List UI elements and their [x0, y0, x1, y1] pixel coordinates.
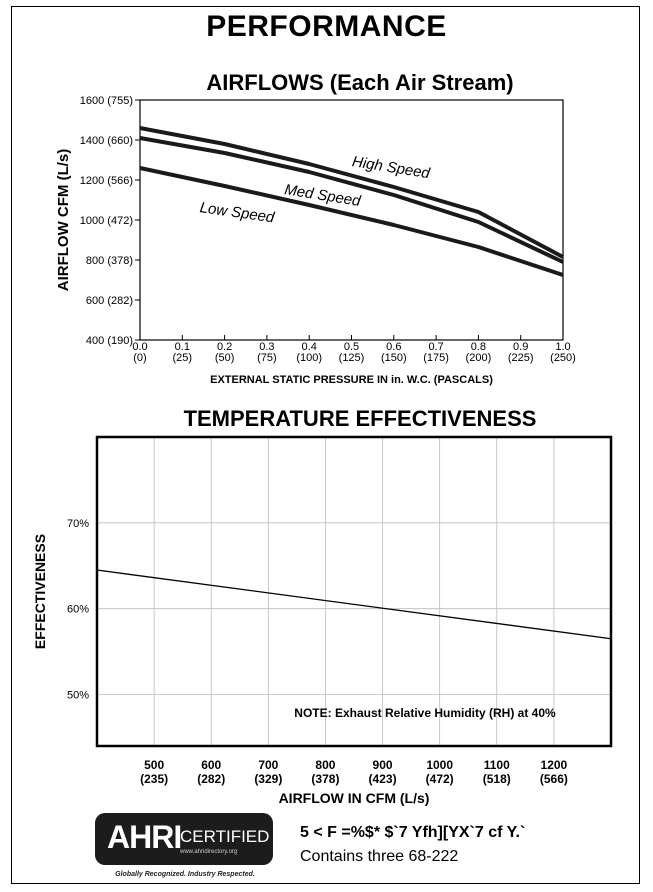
airflow-x-tick-label: 0.9	[513, 341, 528, 353]
effectiveness-note: NOTE: Exhaust Relative Humidity (RH) at …	[294, 706, 556, 720]
airflow-x-tick-sublabel: (75)	[257, 352, 277, 364]
ahri-mark: AHRI	[107, 819, 182, 855]
airflow-x-tick-label: 0.4	[302, 341, 317, 353]
ahri-certified-label: CERTIFIED	[180, 827, 270, 846]
contains-line: Contains three 68-222	[300, 848, 459, 865]
airflow-y-tick-label: 1600 (755)	[80, 95, 133, 107]
airflow-x-tick-label: 0.1	[175, 341, 190, 353]
effectiveness-chart-title: TEMPERATURE EFFECTIVENESS	[183, 406, 537, 431]
airflow-x-tick-sublabel: (175)	[423, 352, 449, 364]
airflow-x-tick-label: 0.3	[259, 341, 274, 353]
effectiveness-plot-area	[95, 435, 613, 748]
airflow-x-tick-label: 0.2	[217, 341, 232, 353]
series-line-med-speed	[139, 136, 564, 264]
airflow-y-tick-label: 600 (282)	[86, 295, 133, 307]
effectiveness-x-tick-label: 1200	[541, 758, 568, 772]
airflow-x-tick-label: 0.0	[132, 341, 147, 353]
series-line-high-speed	[139, 126, 564, 259]
effectiveness-x-tick-sublabel: (423)	[369, 772, 397, 786]
airflow-x-tick-sublabel: (100)	[296, 352, 322, 364]
airflow-x-tick-sublabel: (200)	[466, 352, 492, 364]
airflow-y-tick-label: 800 (378)	[86, 255, 133, 267]
effectiveness-x-tick-sublabel: (518)	[483, 772, 511, 786]
airflow-x-tick-sublabel: (225)	[508, 352, 534, 364]
effectiveness-x-tick-label: 1000	[426, 758, 453, 772]
effectiveness-y-axis-label: EFFECTIVENESS	[32, 534, 48, 649]
page-frame	[11, 6, 640, 884]
airflow-x-tick-sublabel: (150)	[381, 352, 407, 364]
airflow-y-tick-label: 1200 (566)	[80, 175, 133, 187]
airflow-chart: 400 (190) 600 (282) 800 (378) 1000 (472) 120…	[55, 95, 576, 386]
effectiveness-x-tick-sublabel: (235)	[140, 772, 168, 786]
ahri-tagline: Globally Recognized. Industry Respected.	[115, 871, 255, 878]
series-line-low-speed	[139, 166, 564, 277]
effectiveness-x-tick-sublabel: (329)	[254, 772, 282, 786]
airflow-x-axis-label: EXTERNAL STATIC PRESSURE IN in. W.C. (PA…	[210, 374, 493, 386]
airflow-y-tick-label: 1000 (472)	[80, 215, 133, 227]
airflow-x-tick-label: 1.0	[555, 341, 570, 353]
airflow-y-tick-label: 1400 (660)	[80, 135, 133, 147]
effectiveness-x-tick-sublabel: (282)	[197, 772, 225, 786]
ahri-certified-logo: AHRI CERTIFIED www.ahridirectory.org Glo…	[95, 813, 275, 885]
page-title: PERFORMANCE	[206, 10, 447, 43]
effectiveness-x-tick-sublabel: (472)	[426, 772, 454, 786]
effectiveness-x-axis-label: AIRFLOW IN CFM (L/s)	[279, 790, 430, 806]
airflow-chart-title: AIRFLOWS (Each Air Stream)	[206, 70, 514, 95]
airflow-x-tick-label: 0.5	[344, 341, 359, 353]
effectiveness-x-tick-label: 800	[315, 758, 335, 772]
effectiveness-y-tick-label: 70%	[67, 518, 89, 530]
effectiveness-x-tick-label: 500	[144, 758, 164, 772]
airflow-y-tick-label: 400 (190)	[86, 335, 133, 347]
airflow-x-tick-label: 0.6	[386, 341, 401, 353]
ahri-url: www.ahridirectory.org	[180, 849, 238, 855]
effectiveness-y-tick-label: 60%	[67, 604, 89, 616]
certification-line: 5 < F =%$* $`7 Yfh][YX`7 cf Y.`	[300, 824, 526, 841]
effectiveness-x-tick-label: 700	[258, 758, 278, 772]
effectiveness-y-tick-label: 50%	[67, 690, 89, 702]
effectiveness-chart: 50% 60% 70% 500(235) 600(282) 700(329) 800(378…	[32, 435, 613, 806]
airflow-x-tick-sublabel: (250)	[550, 352, 576, 364]
effectiveness-x-tick-label: 600	[201, 758, 221, 772]
effectiveness-x-tick-label: 900	[373, 758, 393, 772]
effectiveness-x-tick-label: 1100	[484, 758, 510, 772]
effectiveness-x-tick-sublabel: (378)	[311, 772, 339, 786]
airflow-x-tick-sublabel: (0)	[133, 352, 146, 364]
airflow-x-tick-sublabel: (25)	[173, 352, 193, 364]
airflow-x-tick-label: 0.8	[471, 341, 486, 353]
ahri-badge: AHRI CERTIFIED www.ahridirectory.org	[95, 813, 273, 865]
airflow-x-tick-sublabel: (125)	[339, 352, 365, 364]
airflow-x-tick-label: 0.7	[428, 341, 443, 353]
effectiveness-x-tick-sublabel: (566)	[540, 772, 568, 786]
airflow-y-axis-label: AIRFLOW CFM (L/s)	[55, 149, 72, 291]
effectiveness-series-line	[96, 569, 612, 640]
airflow-x-tick-sublabel: (50)	[215, 352, 235, 364]
